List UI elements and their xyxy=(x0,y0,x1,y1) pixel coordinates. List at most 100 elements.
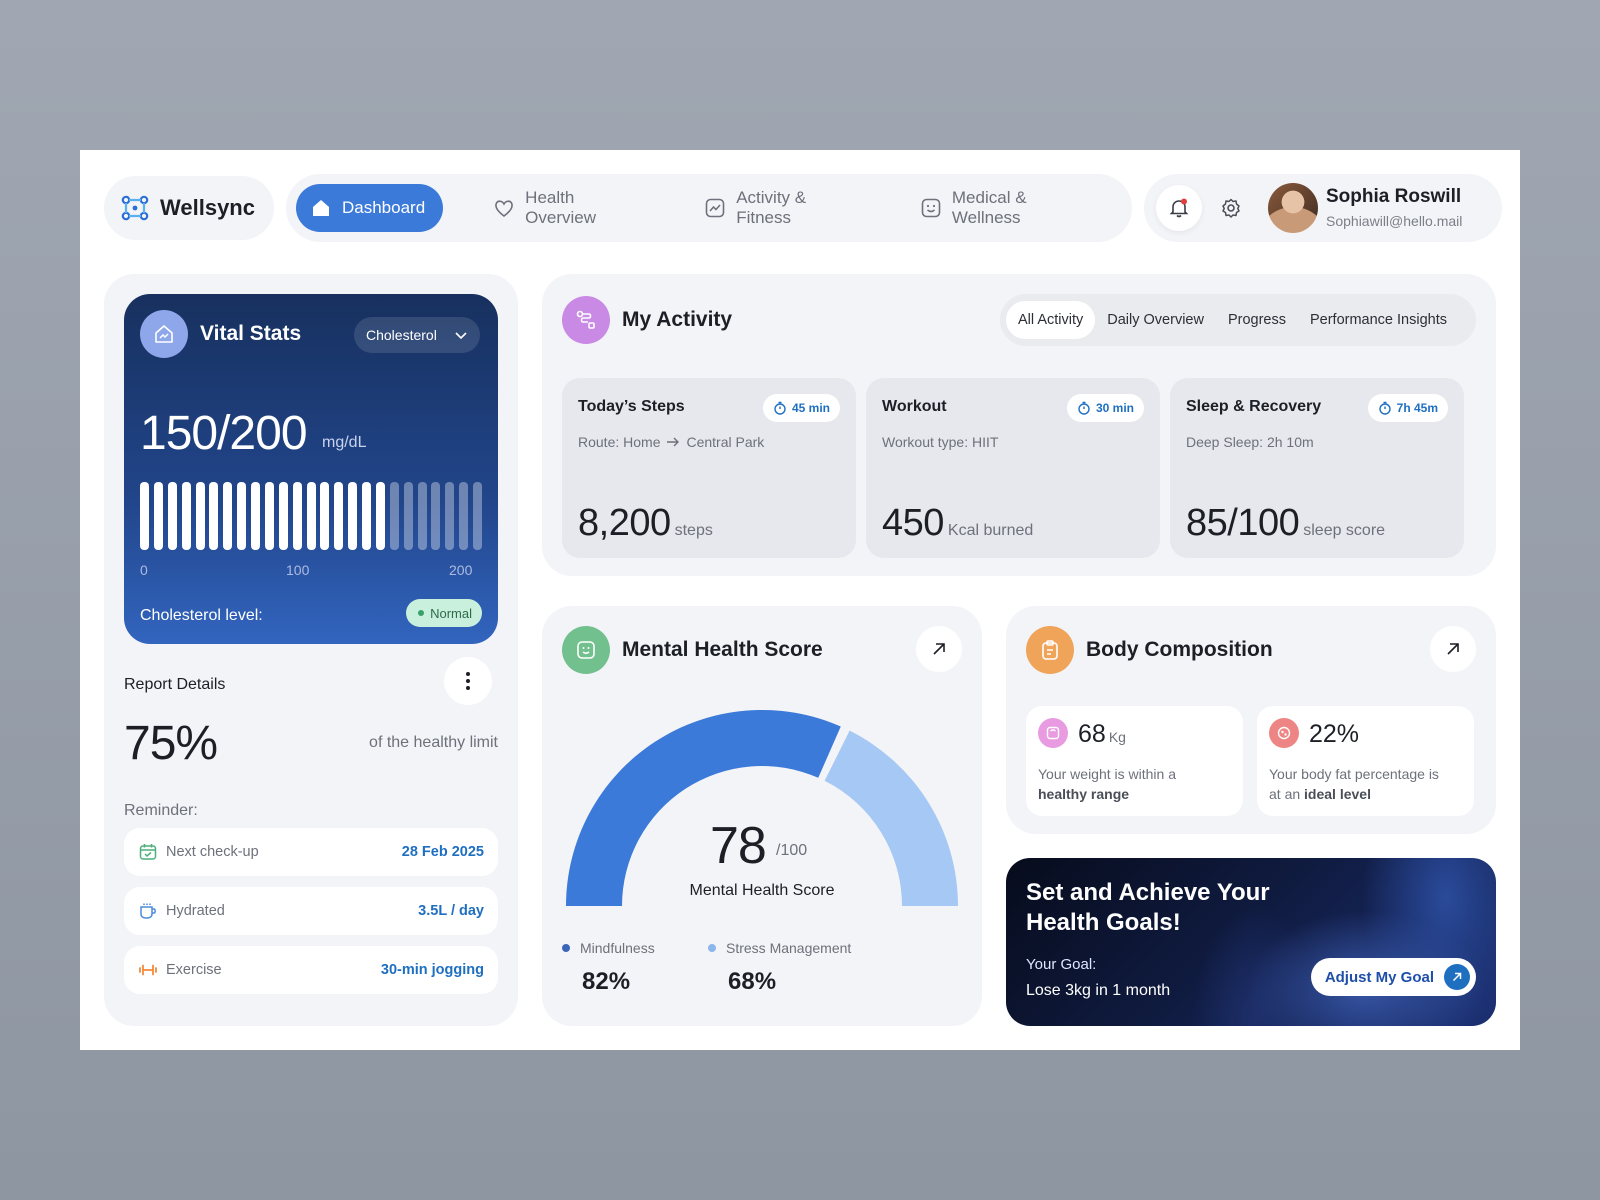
brand-name: Wellsync xyxy=(160,195,255,220)
main-nav: Dashboard Health Overview Activity & Fit… xyxy=(286,174,1132,242)
clipboard-icon xyxy=(1042,640,1058,660)
tab-daily-overview[interactable]: Daily Overview xyxy=(1107,312,1204,328)
user-avatar[interactable] xyxy=(1268,183,1318,233)
legend-mindfulness: Mindfulness xyxy=(562,940,655,956)
reminder-exercise[interactable]: Exercise 30-min jogging xyxy=(124,946,498,994)
vital-stats-card: Vital Stats Cholesterol 150/200 mg/dL 0 … xyxy=(124,294,498,644)
mental-score-label: Mental Health Score xyxy=(689,882,835,899)
arrow-right-icon xyxy=(667,437,680,447)
tab-performance-insights[interactable]: Performance Insights xyxy=(1309,312,1447,328)
metric-select[interactable]: Cholesterol xyxy=(354,317,480,353)
body-fat-value: 22% xyxy=(1309,720,1360,748)
tick-min: 0 xyxy=(140,562,148,578)
house-chart-icon xyxy=(155,325,173,343)
deep-sleep: Deep Sleep: 2h 10m xyxy=(1186,434,1314,450)
mindfulness-value: 82% xyxy=(582,968,631,995)
weight-value-row: 68 Kg xyxy=(1078,720,1126,749)
nav-health-overview[interactable]: Health Overview xyxy=(471,184,670,232)
steps-route: Route: Home Central Park xyxy=(578,434,764,450)
level-bar xyxy=(140,482,150,550)
tab-progress[interactable]: Progress xyxy=(1227,312,1286,328)
level-bar xyxy=(320,482,330,550)
user-toolbar: Sophia Roswill Sophiawill@hello.mail xyxy=(1144,174,1502,242)
status-dot xyxy=(418,610,425,616)
report-more-button[interactable] xyxy=(444,657,492,705)
timer-icon xyxy=(1078,401,1090,415)
steps-title: Today’s Steps xyxy=(578,398,685,415)
body-fat-icon-wrap xyxy=(1269,718,1299,748)
sleep-value-row: 85/100 sleep score xyxy=(1186,502,1385,545)
nav-activity-fitness[interactable]: Activity & Fitness xyxy=(682,184,886,232)
user-name: Sophia Roswill xyxy=(1326,186,1462,207)
level-bar xyxy=(251,482,261,550)
nav-medical-wellness[interactable]: Medical & Wellness xyxy=(898,184,1120,232)
sleep-value: 85/100 xyxy=(1186,502,1300,544)
reminder-exercise-value: 30-min jogging xyxy=(380,962,484,978)
mental-icon-wrap xyxy=(562,626,610,674)
level-bar xyxy=(362,482,372,550)
tick-mid: 100 xyxy=(286,562,310,578)
smile-box-icon xyxy=(577,641,595,659)
sleep-duration-badge: 7h 45m xyxy=(1367,394,1448,422)
level-bar xyxy=(223,482,233,550)
level-bar xyxy=(431,482,441,550)
stress-value: 68% xyxy=(728,968,777,995)
mental-health-title: Mental Health Score xyxy=(622,638,823,661)
reminder-hydrated-label: Hydrated xyxy=(166,903,225,919)
scale-icon xyxy=(1046,726,1060,740)
goal-title: Set and Achieve Your Health Goals! xyxy=(1026,879,1270,936)
sleep-card[interactable]: Sleep & Recovery 7h 45m Deep Sleep: 2h 1… xyxy=(1170,378,1464,558)
level-bar xyxy=(348,482,358,550)
user-email: Sophiawill@hello.mail xyxy=(1326,213,1463,229)
weight-unit: Kg xyxy=(1108,729,1126,745)
sleep-unit: sleep score xyxy=(1303,522,1386,539)
sleep-duration: 7h 45m xyxy=(1396,401,1438,415)
level-bar xyxy=(292,482,302,550)
settings-button[interactable] xyxy=(1208,185,1254,231)
workout-duration: 30 min xyxy=(1095,401,1134,415)
my-activity-title: My Activity xyxy=(622,308,733,331)
steps-unit: steps xyxy=(674,522,713,539)
cup-icon xyxy=(140,903,156,919)
body-open-button[interactable] xyxy=(1430,626,1476,672)
body-composition-title: Body Composition xyxy=(1086,638,1273,661)
wellsync-logo-icon xyxy=(121,195,149,221)
nav-dashboard[interactable]: Dashboard xyxy=(296,184,444,232)
body-composition-panel: Body Composition 68 Kg Your weight is wit… xyxy=(1006,606,1496,834)
level-bar xyxy=(417,482,427,550)
body-fat-card[interactable]: 22% Your body fat percentage is at an ide… xyxy=(1257,706,1474,816)
mental-health-gauge xyxy=(566,710,958,906)
reminder-exercise-label: Exercise xyxy=(166,962,222,978)
vital-stats-title: Vital Stats xyxy=(200,322,302,345)
more-vertical-icon xyxy=(466,672,470,690)
arrow-up-right-icon xyxy=(933,643,945,655)
level-bar xyxy=(278,482,288,550)
body-fat-desc-line1: Your body fat percentage is xyxy=(1269,766,1439,782)
dumbbell-icon xyxy=(139,964,157,976)
reminder-title: Reminder: xyxy=(124,802,198,819)
brand-logo[interactable]: Wellsync xyxy=(104,176,274,240)
goal-label: Your Goal: xyxy=(1026,956,1097,973)
steps-value: 8,200 xyxy=(578,502,671,544)
route-icon xyxy=(576,310,595,329)
legend-stress-label: Stress Management xyxy=(726,940,852,956)
workout-value: 450 xyxy=(882,502,944,544)
legend-dot-stress xyxy=(708,944,716,952)
reminder-checkup[interactable]: Next check-up 28 Feb 2025 xyxy=(124,828,498,876)
gauge-segment-mindfulness xyxy=(566,710,841,906)
steps-card[interactable]: Today’s Steps 45 min Route: Home Central… xyxy=(562,378,856,558)
weight-desc: Your weight is within a healthy range xyxy=(1038,764,1234,804)
mental-score-max: /100 xyxy=(776,842,808,859)
nav-medical-wellness-label: Medical & Wellness xyxy=(951,188,1027,227)
notifications-button[interactable] xyxy=(1156,185,1202,231)
nav-health-overview-label: Health Overview xyxy=(525,188,597,227)
weight-card[interactable]: 68 Kg Your weight is within a healthy rang… xyxy=(1026,706,1243,816)
nav-activity-fitness-label: Activity & Fitness xyxy=(736,188,807,227)
heart-icon xyxy=(495,200,514,218)
mental-open-button[interactable] xyxy=(916,626,962,672)
reminder-hydrated[interactable]: Hydrated 3.5L / day xyxy=(124,887,498,935)
adjust-goal-button[interactable]: Adjust My Goal xyxy=(1310,958,1476,996)
tab-all-activity[interactable]: All Activity xyxy=(1006,301,1096,339)
workout-card[interactable]: Workout 30 min Workout type: HIIT 450 Kca… xyxy=(866,378,1160,558)
workout-duration-badge: 30 min xyxy=(1066,394,1144,422)
